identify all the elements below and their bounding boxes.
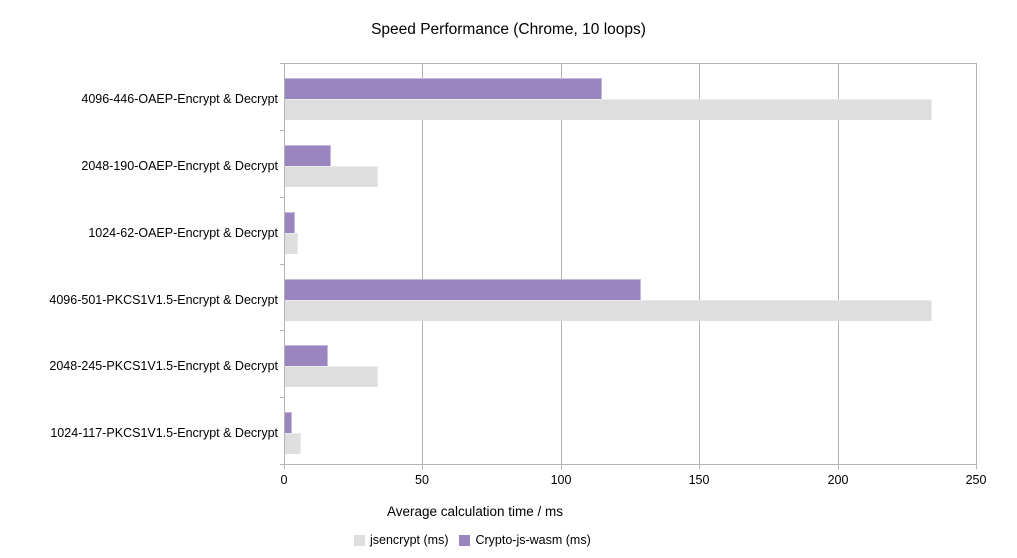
category-label: 1024-117-PKCS1V1.5-Encrypt & Decrypt xyxy=(50,426,278,440)
x-axis-tick xyxy=(284,465,285,469)
x-tick-label: 0 xyxy=(280,473,288,487)
x-tick-label: 150 xyxy=(688,473,710,487)
bar-jsencrypt xyxy=(285,300,932,321)
x-axis-line xyxy=(284,464,977,465)
bar-jsencrypt xyxy=(285,366,378,387)
legend-label-jsencrypt: jsencrypt (ms) xyxy=(370,533,449,547)
bar-jsencrypt xyxy=(285,233,298,254)
chart-title: Speed Performance (Chrome, 10 loops) xyxy=(371,21,646,38)
legend: jsencrypt (ms) Crypto-js-wasm (ms) xyxy=(354,533,591,547)
y-axis-tick xyxy=(280,330,284,331)
bar-crypto-js-wasm xyxy=(285,212,295,233)
gridline xyxy=(699,63,700,464)
plot-frame-top xyxy=(284,63,977,64)
x-tick-label: 250 xyxy=(965,473,987,487)
bar-crypto-js-wasm xyxy=(285,279,641,300)
bar-crypto-js-wasm xyxy=(285,78,602,99)
bar-jsencrypt xyxy=(285,166,378,187)
bar-crypto-js-wasm xyxy=(285,345,328,366)
x-axis-tick xyxy=(422,465,423,469)
x-axis-tick xyxy=(699,465,700,469)
legend-swatch-jsencrypt xyxy=(354,534,365,546)
x-tick-label: 50 xyxy=(415,473,429,487)
bar-jsencrypt xyxy=(285,433,301,454)
category-label: 2048-190-OAEP-Encrypt & Decrypt xyxy=(81,159,278,173)
category-label: 1024-62-OAEP-Encrypt & Decrypt xyxy=(88,226,278,240)
legend-swatch-crypto-js-wasm xyxy=(459,534,471,546)
y-axis-line xyxy=(284,63,285,465)
gridline xyxy=(422,63,423,464)
x-axis-title: Average calculation time / ms xyxy=(386,504,564,519)
x-tick-label: 100 xyxy=(550,473,572,487)
y-axis-tick xyxy=(280,397,284,398)
category-label: 4096-446-OAEP-Encrypt & Decrypt xyxy=(81,92,278,106)
bar-crypto-js-wasm xyxy=(285,412,292,433)
legend-item-jsencrypt: jsencrypt (ms) xyxy=(354,533,448,547)
category-label: 2048-245-PKCS1V1.5-Encrypt & Decrypt xyxy=(49,359,278,373)
bar-crypto-js-wasm xyxy=(285,145,331,166)
legend-label-crypto-js-wasm: Crypto-js-wasm (ms) xyxy=(475,533,591,547)
y-axis-tick xyxy=(280,464,284,465)
x-axis-tick xyxy=(838,465,839,469)
x-axis-tick xyxy=(561,465,562,469)
gridline xyxy=(838,63,839,464)
y-axis-tick xyxy=(280,130,284,131)
bar-jsencrypt xyxy=(285,99,932,120)
legend-item-crypto-js-wasm: Crypto-js-wasm (ms) xyxy=(459,533,591,547)
y-axis-tick xyxy=(280,197,284,198)
x-tick-label: 200 xyxy=(827,473,849,487)
gridline xyxy=(561,63,562,464)
y-axis-tick xyxy=(280,63,284,64)
x-axis-tick xyxy=(976,465,977,469)
category-label: 4096-501-PKCS1V1.5-Encrypt & Decrypt xyxy=(49,293,278,307)
plot-frame-right xyxy=(976,63,977,465)
y-axis-tick xyxy=(280,264,284,265)
